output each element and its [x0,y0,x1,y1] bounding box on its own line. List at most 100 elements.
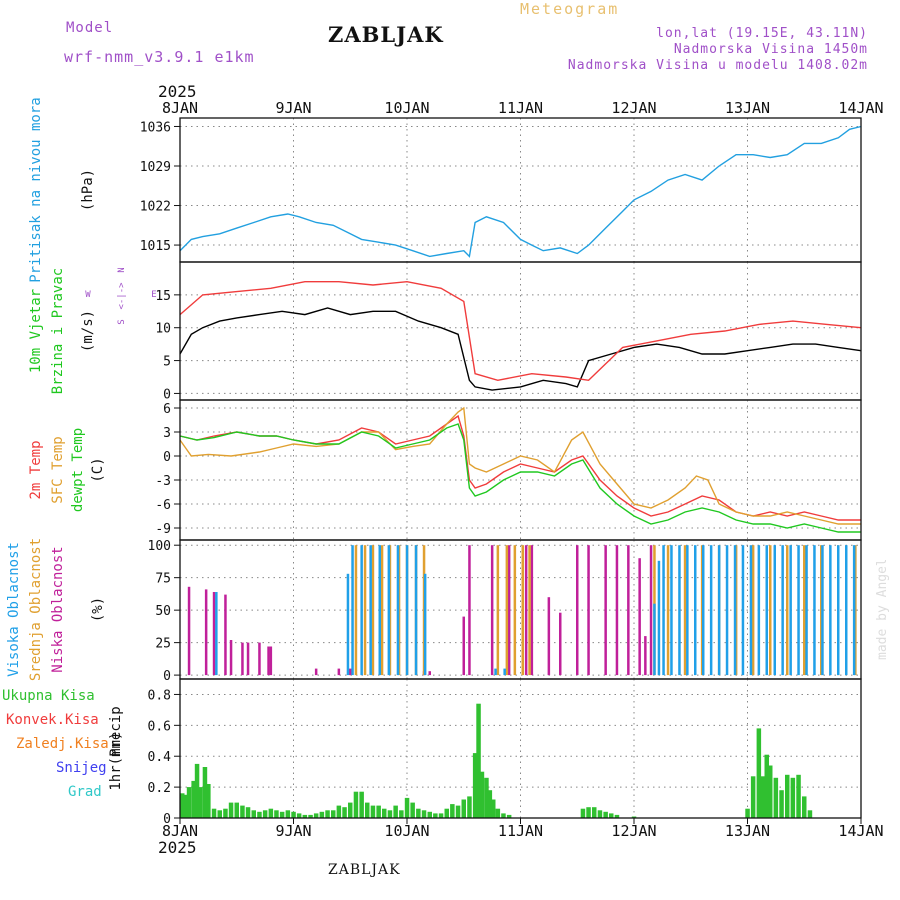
bar-precip [228,802,234,818]
y-tick-label: 0.4 [148,750,172,765]
credit: made by Angel [875,560,890,660]
bar-precip [484,777,489,818]
bar-low_cloud [468,545,471,676]
bar-precip [609,813,614,818]
bar-high_cloud [423,573,427,676]
wind-dir-label: S [117,319,127,324]
bar-high_cloud [414,545,418,676]
bar-precip [631,816,637,818]
bar-high_cloud [653,603,656,676]
bar-high_cloud [494,668,497,676]
bar-precip [365,802,370,818]
x-tick-label-bottom: 14JAN [838,822,883,840]
bar-precip [603,811,608,818]
bar-mid_cloud [521,545,524,676]
bar-precip [319,811,325,818]
bar-precip [491,799,496,818]
x-tick-label-bottom: 9JAN [275,822,311,840]
bar-precip [359,791,364,818]
bar-precip [353,791,359,818]
bar-high_cloud [709,545,713,676]
y-tick-label: 1036 [140,120,171,135]
bar-precip [308,814,313,818]
wind-dir-arrows: <-|-> [117,282,127,310]
bar-precip [768,765,773,818]
bar-high_cloud [694,545,697,676]
bar-precip [348,802,353,818]
y-tick-label: 0 [163,812,171,827]
bar-low_cloud [524,545,528,676]
bar-high_cloud [387,545,391,676]
y-tick-label: 0 [163,450,171,465]
bar-mid_cloud [666,545,670,676]
bar-low_cloud [241,642,244,676]
bar-precip [807,810,813,818]
y-axis-label: (hPa) [80,169,96,211]
bar-precip [487,790,493,818]
bar-high_cloud [702,545,705,676]
bar-precip [251,810,256,818]
bar-high_cloud [789,545,792,676]
lonlat-text: lon,lat (19.15E, 43.11N) [656,26,868,41]
y-tick-label: 10 [155,322,171,337]
bar-precip [342,807,347,818]
bar-precip [370,805,376,818]
bar-high_cloud [773,545,776,676]
bar-precip [202,767,208,818]
bar-low_cloud [246,642,250,676]
series-pressure [179,125,862,258]
year-top: 2025 [158,82,197,101]
wind-direction-legend: N W E S <-|-> [85,267,156,324]
x-tick-label-bottom: 8JAN [162,822,198,840]
bar-low_cloud [428,671,431,676]
bar-precip [274,810,279,818]
bar-low_cloud [547,597,551,676]
bar-low_cloud [530,545,534,676]
bar-low_cloud [258,642,261,676]
bar-precip [461,799,466,818]
bar-precip [586,807,591,818]
bar-precip [206,784,211,818]
bar-low_cloud [576,545,579,676]
bar-precip [756,728,762,818]
bar-low_cloud [644,636,647,676]
bar-precip [438,813,444,818]
bar-precip [472,753,478,818]
y-tick-label: 0 [163,669,171,684]
bar-precip [211,808,217,818]
bar-high_cloud [797,545,800,676]
panel-temperature: -9 -6 -3 0 3 6 2m Temp SFC Temp dewpt Temp (C) [28,399,862,541]
bar-high_cloud [725,545,729,676]
bar-low_cloud [349,668,352,676]
bar-low_cloud [627,545,630,676]
bar-high_cloud [829,545,832,676]
meteogram-title: Meteogram [520,0,620,18]
bar-low_cloud [204,589,208,676]
y-tick-label: 75 [155,572,171,587]
x-tick-label-bottom: 11JAN [498,822,543,840]
y-tick-label: 1015 [140,239,171,254]
bar-precip [262,810,268,818]
station-title: ZABLJAK [328,22,444,47]
bar-precip [223,808,228,818]
bar-precip [764,754,769,818]
y-axis-label: dewpt Temp [70,428,86,512]
wind-dir-label: W [85,290,91,300]
x-tick-label-top: 14JAN [838,99,883,117]
precip-legend-item: Konvek.Kisa [6,712,99,728]
panel-pressure: 1015 1022 1029 1036 Pritisak na nivou mora (h… [28,97,862,283]
y-axis-label: Pritisak na nivou mora [28,97,44,282]
y-tick-label: 0.6 [148,719,171,734]
bar-precip [279,811,285,818]
footer-station: ZABLJAK [328,862,401,878]
y-tick-label: -6 [155,498,171,513]
bar-precip [336,805,342,818]
bar-low_cloud [269,646,273,676]
bar-mid_cloud [803,545,806,676]
bar-low_cloud [638,558,641,676]
bar-precip [421,810,427,818]
bar-precip [393,805,398,818]
bar-precip [234,802,239,818]
model-name: wrf-nmm_v3.9.1 e1km [64,48,255,66]
bar-precip [476,703,481,818]
